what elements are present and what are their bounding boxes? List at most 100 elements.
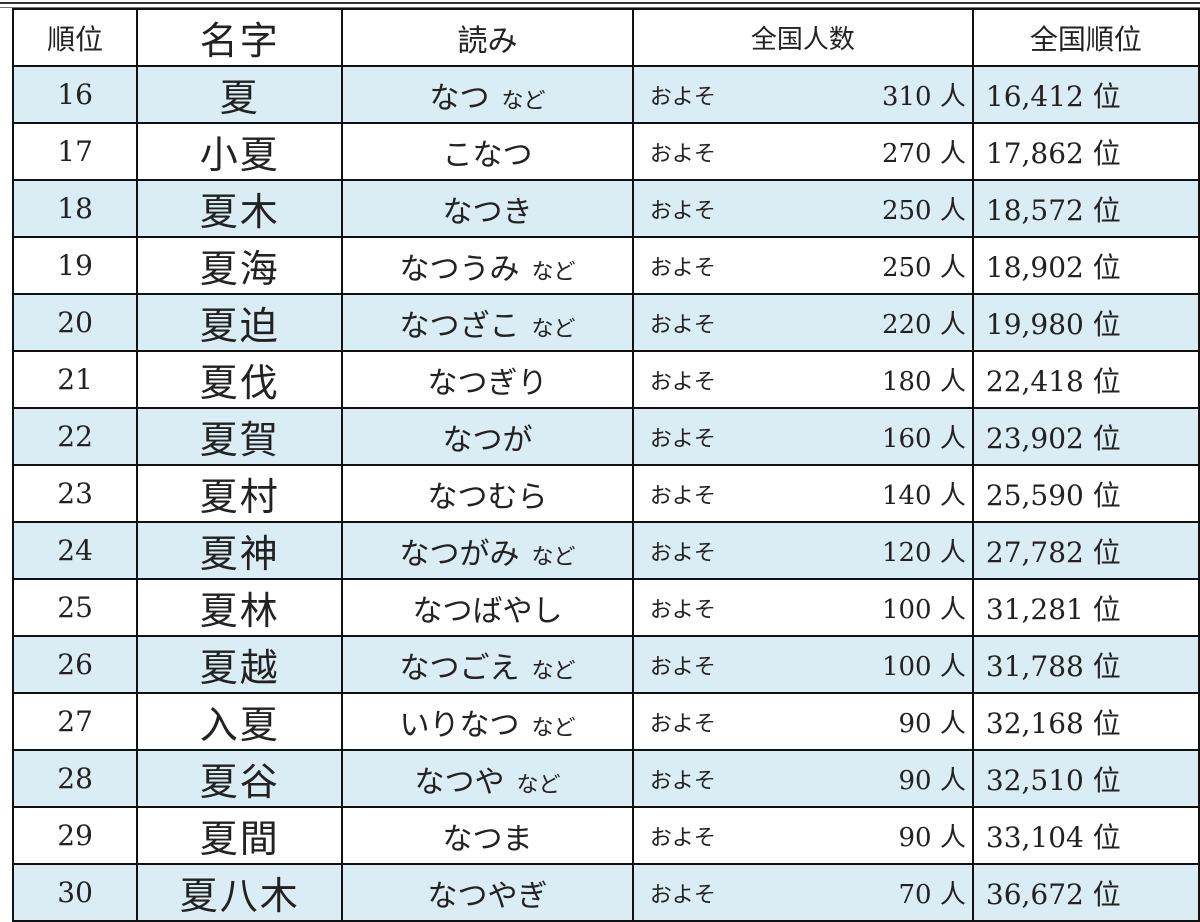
reading-cell: なつがみ など [341, 521, 634, 580]
person-unit: 人 [939, 310, 966, 340]
rank-cell: 26 [11, 635, 139, 694]
table-row: 17 小夏 こなつ およそ 270 人 17,862 位 [11, 122, 1200, 181]
approx-label: およそ [649, 768, 716, 794]
national-rank-cell: 32,168 位 [971, 692, 1200, 751]
header-rank: 順位 [11, 8, 139, 67]
rank-cell: 24 [11, 521, 139, 580]
population-value: 100 [881, 652, 932, 682]
person-unit: 人 [939, 709, 966, 739]
national-rank-cell: 18,572 位 [971, 179, 1200, 238]
header-population: 全国人数 [631, 8, 974, 67]
person-unit: 人 [939, 196, 966, 226]
population-cell: およそ 100 人 [631, 635, 974, 694]
reading-text: なつ [429, 80, 490, 116]
surname-cell: 入夏 [136, 692, 344, 751]
reading-text: なつむら [427, 479, 548, 515]
rank-unit: 位 [1092, 649, 1121, 683]
reading-cell: なつむら [341, 464, 634, 523]
population-cell: およそ 310 人 [631, 65, 974, 124]
person-unit: 人 [939, 823, 966, 853]
rank-cell: 21 [11, 350, 139, 409]
population-cell: およそ 160 人 [631, 407, 974, 466]
population-value: 310 [881, 82, 932, 112]
table-row: 27 入夏 いりなつ など およそ 90 人 32,168 位 [11, 692, 1200, 751]
reading-cell: なつばやし [341, 578, 634, 637]
person-unit: 人 [939, 424, 966, 454]
nado-suffix: など [531, 658, 576, 684]
national-rank-value: 22,418 [985, 364, 1084, 398]
population-cell: およそ 90 人 [631, 749, 974, 808]
surname-cell: 夏伐 [136, 350, 344, 409]
national-rank-cell: 33,104 位 [971, 806, 1200, 865]
national-rank-value: 31,788 [985, 649, 1084, 683]
header-reading: 読み [341, 8, 634, 67]
national-rank-value: 36,672 [985, 877, 1084, 911]
surname-cell: 夏神 [136, 521, 344, 580]
rank-unit: 位 [1092, 193, 1121, 227]
national-rank-value: 33,104 [985, 820, 1084, 854]
population-value: 140 [881, 481, 932, 511]
national-rank-cell: 36,672 位 [971, 863, 1200, 922]
table-row: 24 夏神 なつがみ など およそ 120 人 27,782 位 [11, 521, 1200, 580]
population-value: 100 [881, 595, 932, 625]
national-rank-value: 17,862 [985, 136, 1084, 170]
national-rank-value: 31,281 [985, 592, 1084, 626]
reading-text: なつざこ [399, 308, 520, 344]
reading-text: なつぎり [427, 365, 548, 401]
nado-suffix: など [531, 544, 576, 570]
reading-text: なつき [442, 194, 533, 230]
table-row: 28 夏谷 なつや など およそ 90 人 32,510 位 [11, 749, 1200, 808]
rank-cell: 20 [11, 293, 139, 352]
reading-cell: いりなつ など [341, 692, 634, 751]
reading-text: いりなつ [399, 707, 520, 743]
national-rank-value: 19,980 [985, 307, 1084, 341]
surname-cell: 小夏 [136, 122, 344, 181]
rank-cell: 17 [11, 122, 139, 181]
national-rank-value: 32,510 [985, 763, 1084, 797]
national-rank-cell: 17,862 位 [971, 122, 1200, 181]
person-unit: 人 [939, 82, 966, 112]
nado-suffix: など [501, 88, 546, 114]
national-rank-cell: 25,590 位 [971, 464, 1200, 523]
table-row: 21 夏伐 なつぎり およそ 180 人 22,418 位 [11, 350, 1200, 409]
reading-text: なつがみ [399, 536, 520, 572]
table-row: 18 夏木 なつき およそ 250 人 18,572 位 [11, 179, 1200, 238]
surname-cell: 夏越 [136, 635, 344, 694]
population-cell: およそ 120 人 [631, 521, 974, 580]
approx-label: およそ [649, 312, 716, 338]
national-rank-value: 18,572 [985, 193, 1084, 227]
rank-cell: 23 [11, 464, 139, 523]
person-unit: 人 [939, 538, 966, 568]
approx-label: およそ [649, 369, 716, 395]
reading-text: なつうみ [399, 251, 520, 287]
rank-cell: 30 [11, 863, 139, 922]
table-row: 19 夏海 なつうみ など およそ 250 人 18,902 位 [11, 236, 1200, 295]
surname-cell: 夏 [136, 65, 344, 124]
nado-suffix: など [531, 316, 576, 342]
population-value: 180 [881, 367, 932, 397]
approx-label: およそ [649, 711, 716, 737]
national-rank-cell: 18,902 位 [971, 236, 1200, 295]
population-value: 120 [881, 538, 932, 568]
rank-unit: 位 [1092, 706, 1121, 740]
national-rank-cell: 31,788 位 [971, 635, 1200, 694]
table-row: 25 夏林 なつばやし およそ 100 人 31,281 位 [11, 578, 1200, 637]
population-value: 90 [898, 709, 932, 739]
approx-label: およそ [649, 198, 716, 224]
surname-ranking-table: 順位 名字 読み 全国人数 全国順位 16 夏なつ など およそ 310 人 16,412… [11, 8, 1200, 922]
population-value: 250 [881, 253, 932, 283]
rank-cell: 27 [11, 692, 139, 751]
person-unit: 人 [939, 481, 966, 511]
national-rank-value: 32,168 [985, 706, 1084, 740]
population-value: 220 [881, 310, 932, 340]
header-name: 名字 [136, 8, 344, 67]
population-value: 250 [881, 196, 932, 226]
population-value: 70 [898, 880, 932, 910]
rank-cell: 18 [11, 179, 139, 238]
table-row: 20 夏迫 なつざこ など およそ 220 人 19,980 位 [11, 293, 1200, 352]
population-value: 270 [881, 139, 932, 169]
rank-cell: 22 [11, 407, 139, 466]
population-cell: およそ 220 人 [631, 293, 974, 352]
reading-cell: なつ など [341, 65, 634, 124]
population-cell: およそ 90 人 [631, 806, 974, 865]
